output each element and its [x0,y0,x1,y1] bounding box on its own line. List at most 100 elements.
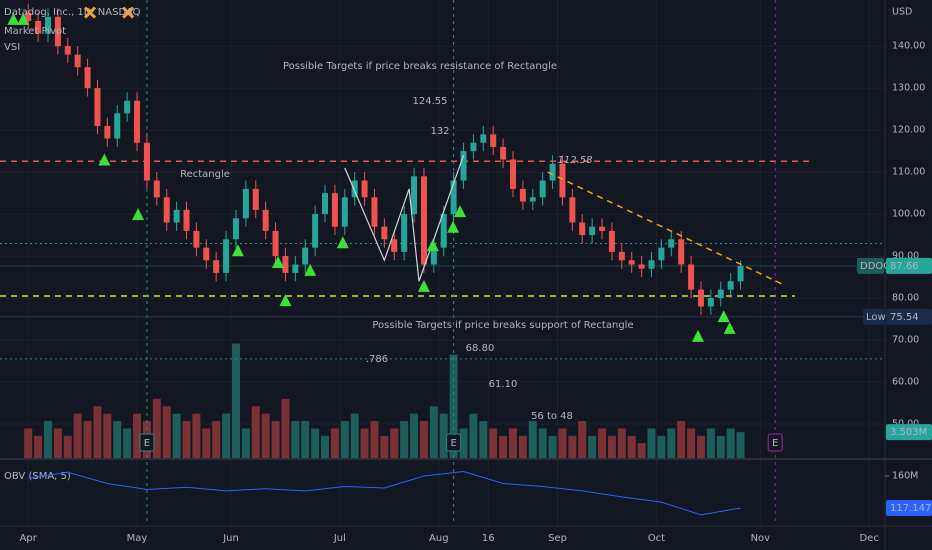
candle-body [717,289,724,299]
candle-body [519,188,526,202]
signal-up [304,263,317,276]
signal-up [7,12,20,25]
candle-body [351,180,358,198]
low-tag: 75.54 [890,312,919,323]
candle-body [628,260,635,265]
candle-body [134,100,141,143]
candle-body [242,188,249,219]
volume-bar [133,413,142,458]
volume-bar [548,435,557,458]
volume-bar [202,428,211,458]
candle-body [737,265,744,282]
volume-bar [24,428,33,458]
volume-bar [231,343,240,458]
candle-body [490,134,497,147]
annotation: Possible Targets if price breaks support… [372,320,633,331]
earnings-label: E [450,438,456,449]
volume-bar [667,428,676,458]
volume-bar [499,435,508,458]
candle-body [84,67,91,89]
x-tick-label: Sep [548,533,567,544]
x-tick-label: 16 [482,533,495,544]
volume-bar [419,421,428,458]
volume-bar [311,428,320,458]
annotation: Possible Targets if price breaks resista… [283,61,557,72]
low-box [863,308,884,325]
annotation: 132 [430,126,449,137]
candle-body [74,54,81,68]
y-tick-label: 70.00 [892,335,919,346]
candle-body [430,247,437,265]
candle-body [638,264,645,269]
low-label: Low [866,312,886,323]
signal-up [336,236,349,249]
signal-up [98,153,111,166]
volume-bar [291,421,300,458]
volume-bar [687,428,696,458]
volume-bar [439,413,448,458]
earnings-box [139,433,155,452]
candle-body [539,180,546,198]
x-tick-label: Jul [333,533,346,544]
signal-up [417,279,430,292]
volume-bar [360,428,369,458]
candle-body [460,151,467,181]
candle-body [411,176,418,215]
x-tick-label: Oct [648,533,665,544]
volume-bar [627,435,636,458]
last-price-tag-box [886,257,932,274]
y-tick-label: 100.00 [892,209,925,220]
x-tick-label: Apr [20,533,38,544]
volume-bar [528,421,537,458]
candle-body [529,197,536,202]
candle-body [64,46,71,55]
volume-bar [400,421,409,458]
volume-bar [518,435,527,458]
volume-bar [706,428,715,458]
candle-body [104,125,111,139]
signal-up [132,208,145,221]
candle-body [213,260,220,273]
candle-body [282,256,289,273]
candle-body [272,230,279,257]
candle-body [252,188,259,210]
y-tick-label: 60.00 [892,377,919,388]
annotation: .786 [366,354,388,365]
candle-body [203,247,210,261]
volume-bar [83,421,92,458]
earnings-label: E [772,438,778,449]
volume-bar [390,428,399,458]
volume-bar [736,432,745,458]
volume-bar [647,428,656,458]
earnings-box [767,433,783,452]
indicator-name: VSI [4,42,20,53]
candle-body [450,180,457,215]
volume-bar [350,413,359,458]
candle-body [183,209,190,231]
annotation: 124.55 [413,96,448,107]
candle-body [589,226,596,236]
volume-tag: 3.503M [890,427,927,438]
candle-body [559,163,566,198]
volume-bar [261,413,270,458]
volume-bar [281,398,290,458]
volume-bar [301,421,310,458]
volume-bar [617,428,626,458]
candle-body [707,298,714,307]
candle-body [114,113,121,139]
candle-body [727,281,734,290]
candle-body [480,134,487,143]
volume-bar [212,421,221,458]
annotation: 68.80 [466,343,495,354]
volume-bar [53,428,62,458]
annotation: Rectangle [180,169,230,180]
y-tick-label: 50.00 [892,418,919,429]
obv-tick-label: 160M [892,470,918,481]
volume-bar [380,435,389,458]
candle-body [153,180,160,198]
candle-body [618,251,625,261]
signal-x [122,6,135,19]
volume-bar [489,428,498,458]
volume-bar [410,413,419,458]
candle-body [302,247,309,265]
